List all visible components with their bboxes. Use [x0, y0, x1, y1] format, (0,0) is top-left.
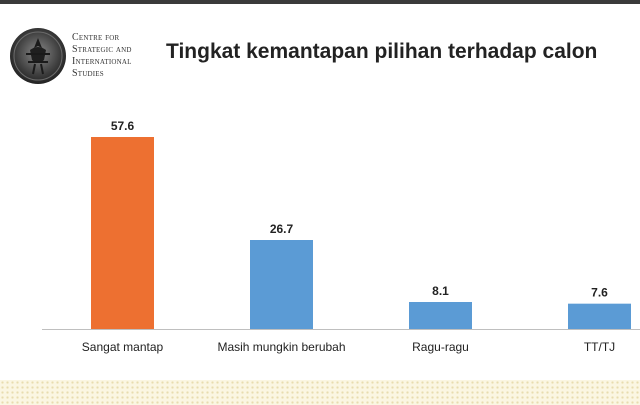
category-label-1: Sangat mantap	[82, 340, 164, 354]
bar-3	[409, 302, 472, 329]
bar-2	[250, 240, 313, 329]
data-label-1: 57.6	[111, 119, 135, 133]
category-label-2: Masih mungkin berubah	[217, 340, 345, 354]
top-border	[0, 0, 640, 4]
org-name-line-3: International	[72, 56, 132, 67]
category-label-4: TT/TJ	[584, 340, 615, 354]
bar-4	[568, 303, 631, 329]
decorative-footer-band	[0, 380, 640, 405]
csis-logo-icon	[10, 28, 66, 84]
data-label-2: 26.7	[270, 222, 294, 236]
org-name-line-4: Studies	[72, 68, 104, 79]
bar-chart: 57.6 Sangat mantap 26.7 Masih mungkin berub…	[42, 119, 640, 354]
org-name-line-1: Centre for	[72, 32, 120, 43]
data-label-3: 8.1	[432, 284, 449, 298]
category-label-3: Ragu-ragu	[412, 340, 469, 354]
org-name-line-2: Strategic and	[72, 44, 132, 55]
chart-title: Tingkat kemantapan pilihan terhadap calo…	[166, 40, 598, 63]
bar-1	[91, 137, 154, 329]
organization-name: Centre for Strategic and International S…	[72, 32, 162, 80]
data-label-4: 7.6	[591, 286, 608, 300]
